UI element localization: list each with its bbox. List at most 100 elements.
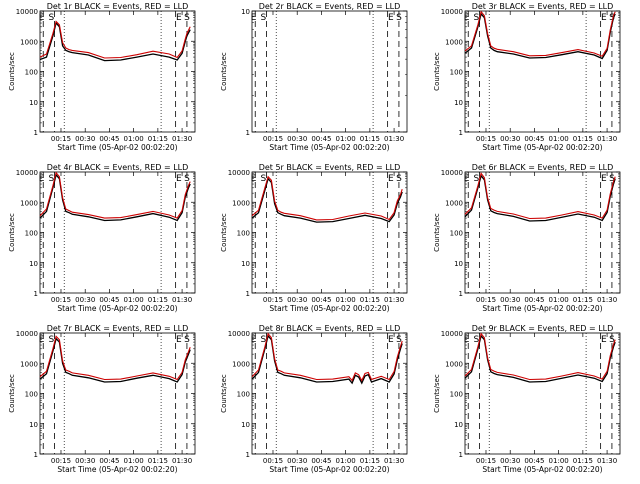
event-marker-label: S: [473, 335, 479, 345]
y-axis-label: Counts/sec: [220, 213, 228, 252]
x-tick-label: 00:45: [99, 457, 119, 465]
chart-panel-8: Det 8r BLACK = Events, RED = LLD 1 10 100 10…: [220, 324, 408, 474]
x-tick-label: 00:30: [75, 457, 95, 465]
x-tick-label: 00:15: [51, 296, 71, 304]
event-marker-label: S: [260, 335, 266, 345]
x-tick-label: 00:15: [263, 135, 283, 143]
event-marker-label: E: [251, 174, 257, 184]
event-marker-label: S: [473, 13, 479, 23]
event-marker-label: E: [464, 335, 470, 345]
y-tick-label: 10000: [441, 330, 463, 338]
x-tick-label: 00:45: [99, 135, 119, 143]
x-tick-label: 01:30: [172, 135, 192, 143]
plot-frame: [251, 332, 408, 455]
x-tick-label: 00:45: [311, 135, 331, 143]
y-tick-label: 100: [450, 69, 463, 77]
event-marker-label: E: [176, 335, 182, 345]
x-tick-label: 00:15: [476, 135, 496, 143]
y-tick-label: 1: [34, 290, 38, 298]
plot-frame: [464, 10, 621, 133]
x-axis-label: Start Time (05-Apr-02 00:02:20): [482, 143, 602, 152]
event-marker-label: S: [48, 13, 54, 23]
x-tick-label: 01:00: [124, 135, 144, 143]
x-tick-label: 01:30: [172, 296, 192, 304]
x-tick-label: 00:45: [311, 296, 331, 304]
y-tick-label: 100: [450, 391, 463, 399]
x-tick-label: 00:45: [311, 457, 331, 465]
series-line-events: [39, 21, 191, 62]
series-line-events: [464, 12, 616, 60]
x-tick-label: 01:15: [573, 296, 593, 304]
x-axis-label: Start Time (05-Apr-02 00:02:20): [57, 465, 177, 474]
y-tick-label: 10000: [16, 330, 38, 338]
x-axis-label: Start Time (05-Apr-02 00:02:20): [482, 465, 602, 474]
y-tick-label: 1: [246, 129, 250, 137]
x-tick-label: 01:15: [148, 296, 168, 304]
y-axis-label: Counts/sec: [433, 374, 441, 413]
series-line-lld: [464, 332, 616, 381]
y-tick-label: 1000: [20, 38, 38, 46]
chart-title: Det 4r BLACK = Events, RED = LLD: [47, 163, 189, 172]
chart-panel-7: Det 7r BLACK = Events, RED = LLD 1 10 100 10…: [8, 324, 196, 474]
x-axis-label: Start Time (05-Apr-02 00:02:20): [57, 143, 177, 152]
y-tick-label: 1000: [445, 199, 463, 207]
x-tick-label: 00:15: [476, 296, 496, 304]
y-tick-label: 1: [459, 290, 463, 298]
series-line-lld: [464, 172, 616, 220]
x-tick-label: 00:30: [500, 296, 520, 304]
x-axis-label: Start Time (05-Apr-02 00:02:20): [269, 304, 389, 313]
event-marker-label: E: [464, 174, 470, 184]
x-tick-label: 00:15: [263, 457, 283, 465]
x-tick-label: 01:15: [573, 135, 593, 143]
event-marker-label: E: [388, 335, 394, 345]
y-tick-label: 1000: [232, 360, 250, 368]
event-marker-label: S: [184, 335, 190, 345]
chart-panel-2: Det 2r BLACK = Events, RED = LLD 1 10 00:15…: [220, 2, 408, 152]
y-axis-label: Counts/sec: [433, 213, 441, 252]
x-tick-label: 00:30: [500, 457, 520, 465]
x-axis-label: Start Time (05-Apr-02 00:02:20): [269, 465, 389, 474]
y-axis-label: Counts/sec: [220, 374, 228, 413]
y-axis-label: Counts/sec: [8, 374, 16, 413]
x-tick-label: 01:00: [549, 296, 569, 304]
x-tick-label: 01:30: [384, 135, 404, 143]
y-tick-label: 10: [241, 8, 250, 16]
x-tick-label: 00:30: [287, 296, 307, 304]
x-axis-label: Start Time (05-Apr-02 00:02:20): [269, 143, 389, 152]
y-tick-label: 10000: [16, 169, 38, 177]
event-marker-label: E: [388, 13, 394, 23]
y-tick-label: 100: [450, 230, 463, 238]
series-line-lld: [39, 20, 191, 59]
x-tick-label: 01:00: [549, 457, 569, 465]
y-tick-label: 10: [241, 260, 250, 268]
series-line-lld: [39, 171, 191, 219]
x-tick-label: 00:15: [476, 457, 496, 465]
x-axis-label: Start Time (05-Apr-02 00:02:20): [57, 304, 177, 313]
x-tick-label: 00:30: [75, 296, 95, 304]
chart-panel-9: Det 9r BLACK = Events, RED = LLD 1 10 100 10…: [433, 324, 621, 474]
x-tick-label: 00:45: [524, 135, 544, 143]
y-tick-label: 100: [237, 391, 250, 399]
plot-frame: [251, 10, 408, 133]
y-tick-label: 10: [454, 260, 463, 268]
x-tick-label: 01:00: [336, 135, 356, 143]
x-tick-label: 01:15: [360, 296, 380, 304]
chart-title: Det 9r BLACK = Events, RED = LLD: [472, 324, 614, 333]
y-tick-label: 1000: [232, 199, 250, 207]
y-tick-label: 10: [29, 421, 38, 429]
series-line-events: [464, 334, 616, 383]
event-marker-label: E: [176, 174, 182, 184]
y-tick-label: 1: [459, 451, 463, 459]
event-marker-label: E: [601, 335, 607, 345]
x-tick-label: 01:30: [597, 457, 617, 465]
event-marker-label: S: [48, 335, 54, 345]
y-tick-label: 100: [25, 391, 38, 399]
x-tick-label: 01:15: [573, 457, 593, 465]
y-tick-label: 1: [246, 451, 250, 459]
series-line-events: [39, 173, 191, 222]
event-marker-label: E: [601, 13, 607, 23]
x-tick-label: 01:30: [597, 135, 617, 143]
plot-frame: [39, 332, 196, 455]
